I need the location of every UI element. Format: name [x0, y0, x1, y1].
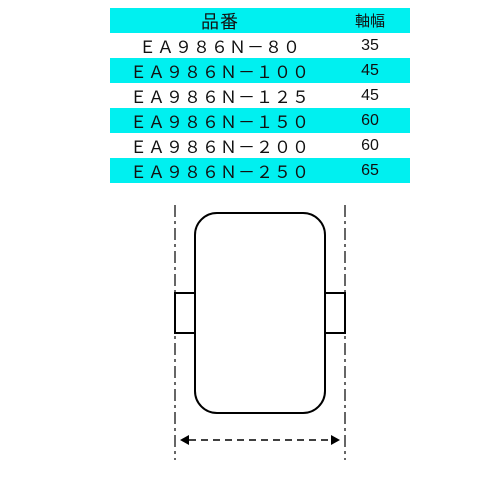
header-width: 軸幅: [330, 10, 410, 31]
cell-part: ＥＡ９８６Ｎ－１５０: [110, 108, 330, 133]
cell-part: ＥＡ９８６Ｎ－８０: [110, 33, 330, 58]
diagram-svg: [150, 205, 375, 480]
table-row: ＥＡ９８６Ｎ－２５０65: [110, 158, 410, 183]
table-row: ＥＡ９８６Ｎ－１２５45: [110, 83, 410, 108]
cell-width: 60: [330, 112, 410, 130]
cell-width: 60: [330, 137, 410, 155]
wheel-diagram: [150, 205, 375, 480]
cell-width: 45: [330, 62, 410, 80]
table-row: ＥＡ９８６Ｎ－１５０60: [110, 108, 410, 133]
table-row: ＥＡ９８６Ｎ－８０35: [110, 33, 410, 58]
cell-width: 65: [330, 162, 410, 180]
table-row: ＥＡ９８６Ｎ－２００60: [110, 133, 410, 158]
cell-width: 35: [330, 37, 410, 55]
cell-part: ＥＡ９８６Ｎ－１００: [110, 58, 330, 83]
arrowhead-right: [331, 435, 340, 445]
cell-part: ＥＡ９８６Ｎ－１２５: [110, 83, 330, 108]
axle-right: [325, 293, 345, 333]
wheel-body: [195, 213, 325, 413]
axle-left: [175, 293, 195, 333]
cell-part: ＥＡ９８６Ｎ－２５０: [110, 158, 330, 183]
header-part: 品番: [110, 8, 330, 34]
arrowhead-left: [180, 435, 189, 445]
cell-width: 45: [330, 87, 410, 105]
table-row: ＥＡ９８６Ｎ－１００45: [110, 58, 410, 83]
cell-part: ＥＡ９８６Ｎ－２００: [110, 133, 330, 158]
table-header: 品番軸幅: [110, 8, 410, 33]
spec-table: 品番軸幅ＥＡ９８６Ｎ－８０35ＥＡ９８６Ｎ－１００45ＥＡ９８６Ｎ－１２５45Ｅ…: [110, 8, 410, 183]
